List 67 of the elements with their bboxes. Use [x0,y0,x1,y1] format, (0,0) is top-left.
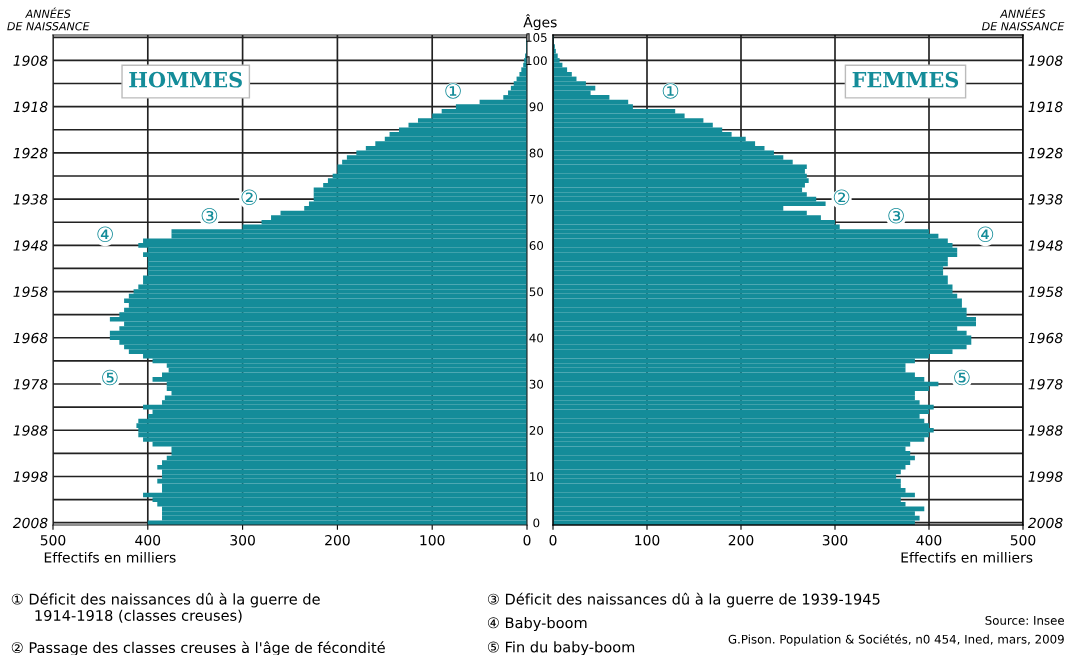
y-tick-label: 1928 [13,147,48,159]
x-tick-label: 400 [135,534,161,546]
y2-tick-label: 2008 [1027,517,1063,529]
annotation: ② [241,189,258,206]
y2-tick-label: 1998 [1028,471,1063,482]
x-tick-label: 100 [420,534,445,546]
y-axis-title: ANNÉES DE NAISSANCE [7,7,90,31]
y-tick-label: 1938 [13,194,48,205]
x-tick-label: 100 [635,534,660,546]
y2-axis-title: ANNÉES DE NAISSANCE [981,7,1065,31]
x-tick-label: 200 [325,534,350,546]
y2-tick-label: 1968 [1028,332,1063,344]
annotation: ③ [201,207,218,224]
x-tick-label: 300 [822,534,848,546]
y2-tick-label: 1988 [1028,425,1063,436]
y-tick-label: 20 [529,425,544,435]
y2-tick-label: 1908 [1028,55,1063,66]
annotation: ③ [888,207,904,224]
y-tick-label: 1908 [13,55,48,66]
y2-tick-label: 1928 [1028,147,1063,159]
x-tick-label: 500 [1010,534,1036,546]
y-tick-label: 1988 [13,425,48,436]
y-tick-label: 1918 [13,101,48,113]
y-tick-label: 1998 [13,471,48,482]
annotation: ② [833,189,850,206]
annotation: ④ [97,226,113,243]
y2-tick-label: 1948 [1028,240,1063,251]
text: ① Déficit des naissances dû à la guerre de 1914-1918 (classes creuses) [11,592,320,623]
x-axis-title: Effectifs en milliers [44,551,176,563]
y2-tick-label: 1938 [1028,194,1063,205]
annotation: ④ [977,226,994,243]
annotation: ⑤ [102,369,118,386]
x-tick-label: 400 [916,534,942,546]
y-tick-label: 10 [530,472,544,482]
x-tick-label: 200 [728,534,754,546]
y-tick-label: 1978 [13,378,48,390]
text: ④ Baby-boom [487,617,587,632]
text: G.Pison. Population & Sociétés, n0 454, Ined, mars, 2009 [728,634,1064,646]
text: ③ Déficit des naissances dû à la guerre de 1939-1945 [487,592,880,608]
y-tick-label: 2008 [12,517,48,529]
y2-tick-label: 1918 [1028,101,1063,113]
text: FEMMES [852,71,959,88]
y-tick-label: 80 [529,148,544,158]
x-tick-label: 0 [549,534,557,546]
y2-tick-label: 1978 [1028,378,1063,390]
annotation: ① [662,83,679,99]
y2-tick-label: 1958 [1028,286,1063,298]
annotation: ⑤ [954,369,970,386]
y-tick-label: 1948 [13,240,48,251]
annotation: ① [445,83,461,99]
x-tick-label: 300 [230,534,255,546]
y-tick-label: 30 [529,379,544,389]
y-tick-label: 1968 [13,332,48,344]
y-tick-label: 90 [529,102,544,112]
x-tick-label: 500 [40,534,66,546]
y-tick-label: 0 [533,518,540,528]
y-tick-label: 60 [529,241,544,250]
y-tick-label: 50 [529,287,544,297]
y-tick-label: 1958 [13,286,48,298]
y-tick-label: 70 [529,194,544,204]
text: HOMMES [129,71,242,88]
y-tick-label: 40 [529,333,544,343]
text: ② Passage des classes creuses à l'âge de fécondité [11,641,385,655]
y-axis-title: Âges [523,14,557,31]
source-note: Source: Insee [985,615,1065,625]
text: ⑤ Fin du baby-boom [487,641,635,655]
x-axis-title: Effectifs en milliers [901,551,1033,563]
